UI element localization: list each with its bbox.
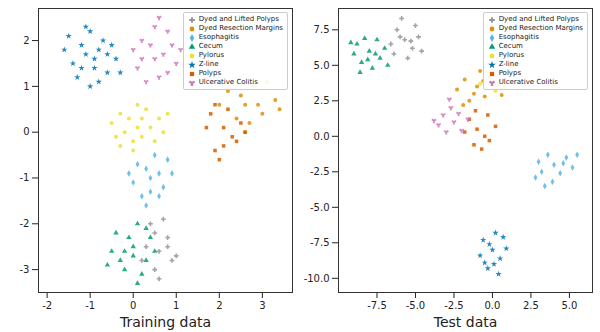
html-text:Cecum: Cecum — [498, 42, 523, 50]
html-text:Polyps: Polyps — [198, 69, 222, 77]
svg-text:2: 2 — [216, 300, 222, 311]
svg-text:-3: -3 — [20, 264, 30, 275]
html-text:Z-line: Z-line — [498, 60, 519, 68]
html-text:Ulcerative Colitis: Ulcerative Colitis — [498, 78, 558, 86]
svg-text:-5.0: -5.0 — [406, 300, 426, 311]
html-text:Cecum: Cecum — [198, 42, 223, 50]
svg-text:1: 1 — [173, 300, 179, 311]
html-text:Pylorus: Pylorus — [198, 51, 225, 59]
svg-text:Training data: Training data — [119, 314, 211, 330]
svg-text:2.5: 2.5 — [314, 95, 330, 106]
svg-text:0.0: 0.0 — [484, 300, 500, 311]
svg-text:-2.5: -2.5 — [310, 166, 330, 177]
html-text:Z-line: Z-line — [198, 60, 219, 68]
html-text:Dyed and Lifted Polyps: Dyed and Lifted Polyps — [498, 15, 579, 23]
svg-text:0.0: 0.0 — [314, 131, 330, 142]
svg-text:-10.0: -10.0 — [304, 273, 330, 284]
svg-text:7.5: 7.5 — [314, 24, 330, 35]
svg-text:-7.5: -7.5 — [367, 300, 387, 311]
svg-text:-1: -1 — [85, 300, 95, 311]
svg-text:0: 0 — [23, 126, 29, 137]
svg-text:-2: -2 — [20, 218, 30, 229]
svg-text:-1: -1 — [20, 172, 30, 183]
svg-text:0: 0 — [130, 300, 136, 311]
svg-text:-5.0: -5.0 — [310, 202, 330, 213]
html-text:Dyed Resection Margins: Dyed Resection Margins — [198, 24, 283, 32]
svg-text:-2.5: -2.5 — [444, 300, 464, 311]
svg-text:5.0: 5.0 — [314, 60, 330, 71]
svg-text:3: 3 — [259, 300, 265, 311]
svg-text:Test data: Test data — [433, 314, 498, 330]
svg-text:2: 2 — [23, 35, 29, 46]
html-text:Dyed and Lifted Polyps: Dyed and Lifted Polyps — [198, 15, 279, 23]
html-text:Pylorus: Pylorus — [498, 51, 525, 59]
html-text:Polyps: Polyps — [498, 69, 522, 77]
svg-text:1: 1 — [23, 81, 29, 92]
html-text:Esophagitis: Esophagitis — [498, 33, 539, 41]
html-text:Ulcerative Colitis: Ulcerative Colitis — [198, 78, 258, 86]
html-text:Esophagitis: Esophagitis — [198, 33, 239, 41]
svg-text:5.0: 5.0 — [561, 300, 577, 311]
svg-text:2.5: 2.5 — [523, 300, 539, 311]
svg-text:-2: -2 — [42, 300, 52, 311]
svg-text:-7.5: -7.5 — [310, 237, 330, 248]
html-text:Dyed Resection Margins: Dyed Resection Margins — [498, 24, 583, 32]
